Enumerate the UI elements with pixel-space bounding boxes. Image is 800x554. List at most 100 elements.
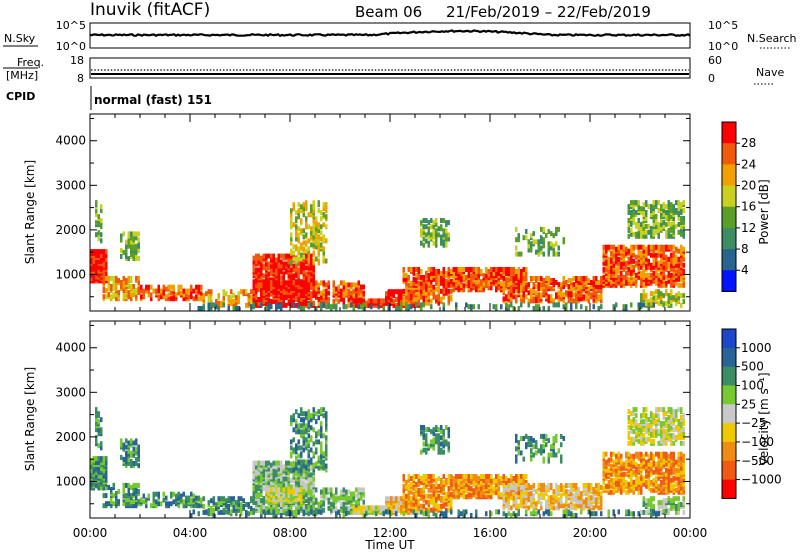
echo-cell <box>322 451 325 457</box>
echo-cell <box>325 451 328 457</box>
echo-cell <box>262 468 265 474</box>
echo-cell <box>137 256 140 262</box>
echo-cell <box>642 274 645 280</box>
echo-cell <box>267 496 270 502</box>
echo-cell <box>255 293 258 298</box>
echo-cell <box>397 302 400 308</box>
echo-cell <box>505 277 508 283</box>
echo-cell <box>435 425 438 430</box>
echo-cell <box>142 493 145 499</box>
echo-cell <box>477 304 480 310</box>
echo-cell <box>647 258 650 264</box>
echo-cell <box>420 288 423 294</box>
echo-cell <box>267 253 270 259</box>
echo-cell <box>535 249 538 255</box>
echo-cell <box>277 487 280 493</box>
echo-cell <box>415 272 418 278</box>
echo-cell <box>465 275 468 281</box>
echo-cell <box>452 267 455 272</box>
echo-cell <box>117 290 120 296</box>
echo-cell <box>175 493 178 499</box>
echo-cell <box>515 269 518 274</box>
echo-cell <box>347 509 350 515</box>
echo-cell <box>235 500 238 506</box>
echo-cell <box>292 461 295 467</box>
echo-cell <box>132 503 135 509</box>
echo-cell <box>197 495 200 501</box>
echo-cell <box>587 298 590 304</box>
echo-cell <box>227 295 230 301</box>
echo-cell <box>230 300 233 306</box>
echo-cell <box>410 304 413 310</box>
echo-cell <box>340 493 343 499</box>
echo-cell <box>302 484 305 490</box>
echo-cell <box>347 495 350 501</box>
echo-cell <box>305 232 308 238</box>
echo-cell <box>310 242 313 248</box>
echo-cell <box>160 501 163 507</box>
echo-cell <box>135 243 138 249</box>
echo-cell <box>197 306 200 311</box>
echo-cell <box>300 306 303 311</box>
echo-cell <box>417 280 420 286</box>
echo-cell <box>677 200 680 206</box>
echo-cell <box>250 289 253 295</box>
echo-cell <box>352 292 355 298</box>
echo-cell <box>642 244 645 250</box>
echo-cell <box>345 286 348 292</box>
echo-cell <box>330 304 333 310</box>
echo-cell <box>320 290 323 296</box>
echo-cell <box>202 509 205 515</box>
echo-cell <box>682 262 685 268</box>
echo-cell <box>442 495 445 501</box>
echo-cell <box>437 269 440 274</box>
echo-cell <box>450 477 453 483</box>
echo-cell <box>610 244 613 250</box>
echo-cell <box>255 283 258 289</box>
echo-cell <box>262 291 265 297</box>
echo-cell <box>642 202 645 208</box>
echo-cell <box>417 284 420 290</box>
echo-cell <box>357 304 360 310</box>
echo-cell <box>307 500 310 505</box>
echo-cell <box>347 505 350 511</box>
echo-cell <box>422 425 425 430</box>
echo-cell <box>320 306 323 311</box>
echo-cell <box>285 302 288 308</box>
echo-cell <box>112 501 115 507</box>
echo-cell <box>430 304 433 310</box>
echo-cell <box>282 482 285 488</box>
echo-cell <box>122 501 125 507</box>
echo-cell <box>127 294 130 300</box>
echo-cell <box>645 272 648 278</box>
echo-cell <box>412 296 415 302</box>
echo-cell <box>442 443 445 449</box>
echo-cell <box>675 276 678 282</box>
echo-cell <box>417 477 420 483</box>
echo-cell <box>335 286 338 292</box>
echo-cell <box>312 300 315 306</box>
echo-cell <box>680 231 683 237</box>
echo-cell <box>290 236 293 242</box>
echo-cell <box>280 302 283 308</box>
echo-cell <box>560 282 563 288</box>
echo-cell <box>672 272 675 278</box>
echo-cell <box>325 467 328 473</box>
echo-cell <box>542 278 545 283</box>
echo-cell <box>282 261 285 267</box>
echo-cell <box>657 221 660 227</box>
echo-cell <box>435 218 438 223</box>
echo-cell <box>632 231 635 237</box>
echo-cell <box>552 233 555 239</box>
echo-cell <box>630 214 633 219</box>
echo-cell <box>270 474 273 480</box>
echo-cell <box>632 204 635 210</box>
echo-cell <box>390 504 393 509</box>
echo-cell <box>100 204 103 210</box>
echo-cell <box>415 481 418 487</box>
echo-cell <box>302 447 305 453</box>
echo-cell <box>102 288 105 294</box>
echo-cell <box>105 275 108 281</box>
echo-cell <box>542 226 545 232</box>
echo-cell <box>445 501 448 507</box>
